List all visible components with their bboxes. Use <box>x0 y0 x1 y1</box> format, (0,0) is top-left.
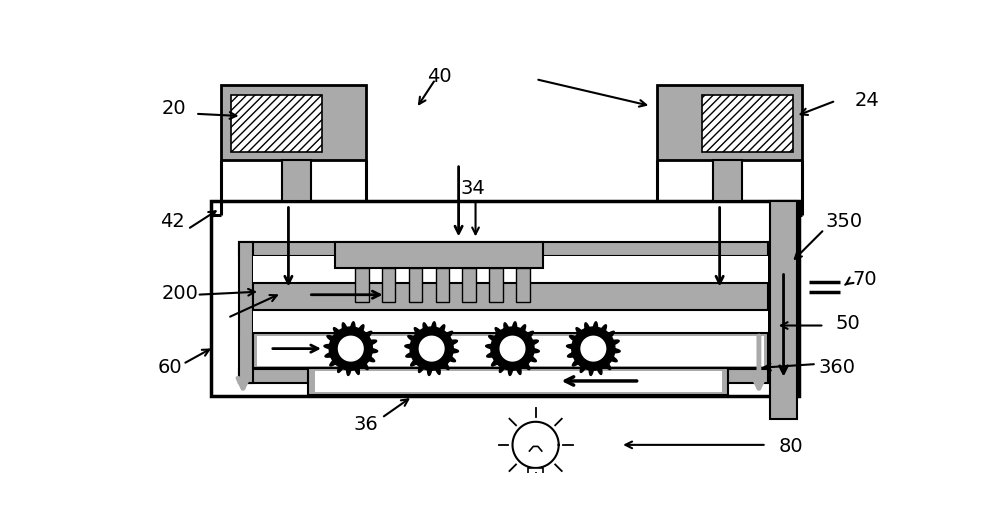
Text: 36: 36 <box>354 415 379 434</box>
Text: 60: 60 <box>158 358 182 378</box>
Text: 200: 200 <box>161 284 198 303</box>
Text: 42: 42 <box>160 212 185 231</box>
Bar <box>257 336 764 365</box>
Bar <box>702 95 793 152</box>
Bar <box>315 371 722 392</box>
Polygon shape <box>500 336 525 361</box>
Bar <box>489 268 503 303</box>
Bar <box>253 256 768 370</box>
Bar <box>335 242 543 268</box>
Bar <box>409 268 422 303</box>
Bar <box>239 370 782 383</box>
Bar <box>355 268 369 303</box>
Text: 70: 70 <box>853 270 877 289</box>
Polygon shape <box>567 322 620 375</box>
Bar <box>308 368 728 395</box>
Text: 40: 40 <box>427 66 452 85</box>
Bar <box>528 474 543 478</box>
Bar <box>713 160 742 201</box>
Bar <box>221 85 366 160</box>
Bar <box>253 333 768 368</box>
Bar <box>436 268 449 303</box>
Text: 34: 34 <box>460 179 485 198</box>
Bar <box>462 268 476 303</box>
Text: 80: 80 <box>779 437 804 456</box>
Polygon shape <box>405 322 458 375</box>
Bar <box>282 160 311 201</box>
Bar <box>768 242 782 383</box>
Text: 24: 24 <box>854 91 879 110</box>
Bar <box>239 242 253 383</box>
Bar <box>253 283 768 310</box>
Bar <box>231 95 322 152</box>
Polygon shape <box>324 322 378 375</box>
Bar <box>516 268 530 303</box>
Polygon shape <box>581 336 606 361</box>
Bar <box>770 201 797 419</box>
Polygon shape <box>338 336 363 361</box>
Polygon shape <box>419 336 444 361</box>
Text: 20: 20 <box>161 99 186 118</box>
Bar <box>211 201 799 396</box>
Polygon shape <box>486 322 539 375</box>
Text: 350: 350 <box>825 212 862 231</box>
Bar <box>657 85 802 160</box>
Bar <box>528 468 543 474</box>
Bar <box>239 242 782 256</box>
Text: 360: 360 <box>819 358 856 378</box>
Text: 50: 50 <box>835 314 860 333</box>
Bar <box>382 268 395 303</box>
